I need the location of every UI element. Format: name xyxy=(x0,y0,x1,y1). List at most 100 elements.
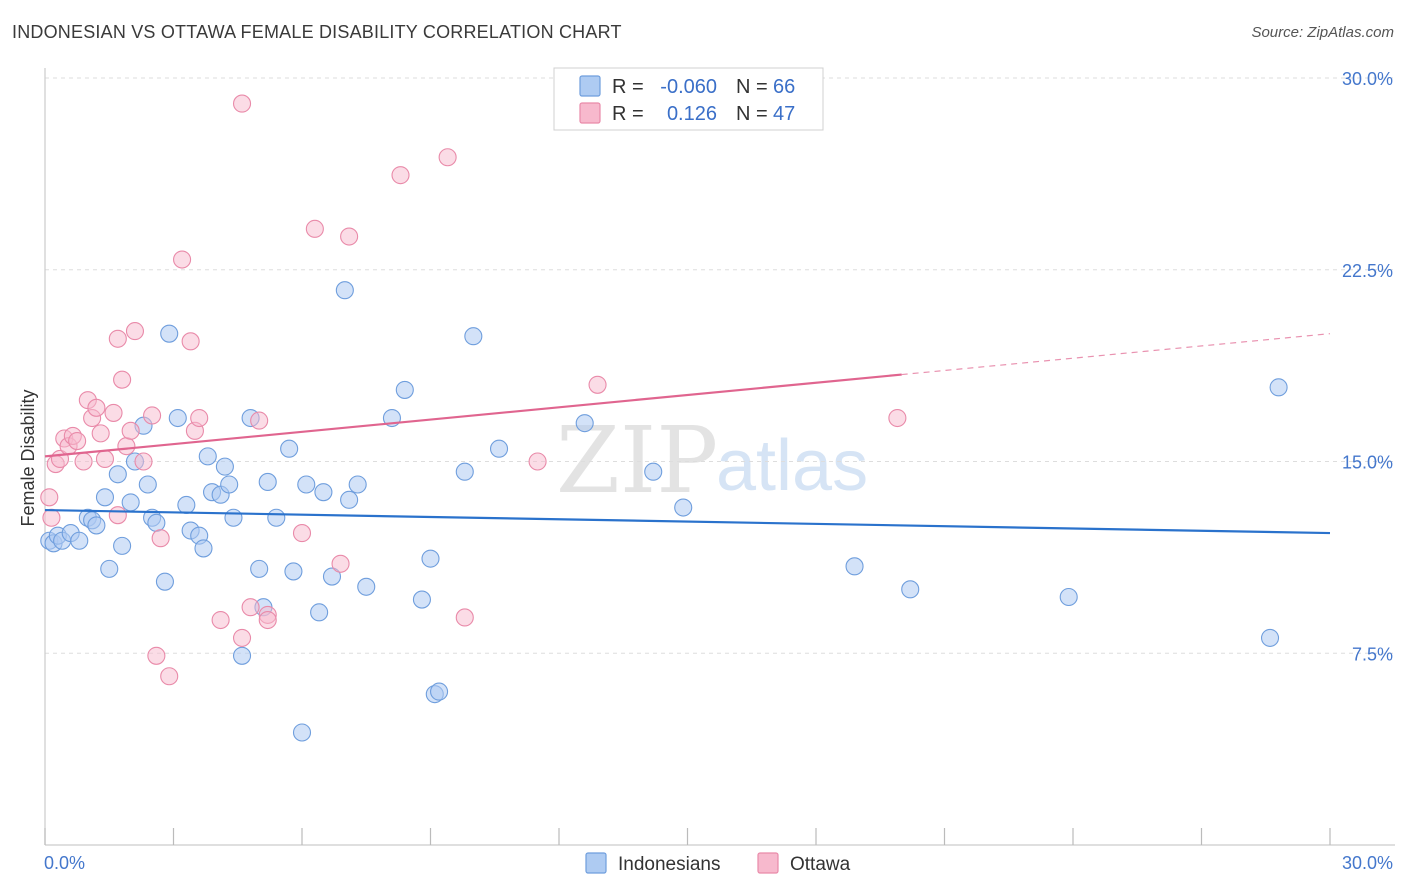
x-tick-label-0: 0.0% xyxy=(44,853,85,873)
indonesians-point xyxy=(430,682,449,701)
ottawa-point xyxy=(232,94,252,113)
indonesians-point xyxy=(121,493,140,512)
x-tick-label-1: 30.0% xyxy=(1342,853,1393,873)
ottawa-point xyxy=(91,424,110,443)
ottawa-trend-line xyxy=(44,373,902,458)
x-tick-labels: 0.0% 30.0% xyxy=(44,853,1393,873)
ottawa-point xyxy=(438,148,457,167)
indonesians-point xyxy=(70,531,89,550)
ottawa-point xyxy=(108,506,127,525)
y-tick-label-2: 22.5% xyxy=(1342,261,1393,281)
legend-r-label-1: R = xyxy=(612,76,644,98)
indonesians-point xyxy=(258,472,277,492)
indonesians-trend-line xyxy=(44,508,1331,535)
ottawa-point xyxy=(113,370,132,389)
y-axis-label: Female Disability xyxy=(18,389,38,526)
indonesians-point xyxy=(644,462,663,481)
indonesians-point xyxy=(280,439,299,458)
indonesians-point xyxy=(340,490,359,509)
y-tick-label-0: 7.5% xyxy=(1352,644,1393,664)
bottom-swatch-indonesians xyxy=(585,852,607,874)
ottawa-point xyxy=(588,375,607,394)
indonesians-point xyxy=(674,498,693,517)
indonesians-point xyxy=(113,536,132,555)
ottawa-point xyxy=(74,452,93,471)
indonesians-point xyxy=(87,516,106,535)
indonesians-point xyxy=(215,457,234,476)
indonesians-point xyxy=(267,508,286,527)
indonesians-point xyxy=(412,590,431,609)
watermark-atlas: atlas xyxy=(716,426,868,506)
ottawa-point xyxy=(331,554,350,573)
legend-r-value-2: 0.126 xyxy=(667,103,717,125)
indonesians-point xyxy=(220,475,239,494)
indonesians-point xyxy=(138,475,157,494)
legend-n-value-1: 66 xyxy=(773,76,795,98)
ottawa-point xyxy=(190,408,209,428)
grid-lines xyxy=(45,77,1395,654)
indonesians-point xyxy=(250,559,269,578)
legend-r-value-1: -0.060 xyxy=(660,76,717,98)
indonesians-point xyxy=(395,380,414,399)
indonesians-point xyxy=(95,488,115,507)
indonesians-point xyxy=(335,281,354,300)
ottawa-point xyxy=(391,166,410,185)
ottawa-point xyxy=(95,449,115,468)
axes xyxy=(44,68,1395,846)
indonesians-point xyxy=(155,572,174,591)
ottawa-point xyxy=(241,598,260,617)
indonesians-point xyxy=(421,549,440,568)
ottawa-point xyxy=(888,408,907,428)
ottawa-point xyxy=(108,329,127,348)
ottawa-point xyxy=(42,508,61,527)
indonesians-point xyxy=(177,495,196,515)
source-credit: Source: ZipAtlas.com xyxy=(1251,24,1394,41)
indonesians-point xyxy=(168,408,187,428)
series-legend: Indonesians Ottawa xyxy=(585,852,851,875)
indonesians-point xyxy=(357,577,376,596)
indonesians-point xyxy=(232,646,252,665)
ottawa-point xyxy=(151,529,170,548)
indonesians-point xyxy=(310,603,329,622)
legend-swatch-indonesians xyxy=(579,75,601,97)
indonesians-point xyxy=(284,562,303,581)
ottawa-trend-extension xyxy=(901,333,1331,376)
legend-n-value-2: 47 xyxy=(773,103,795,125)
y-tick-labels: 7.5% 15.0% 22.5% 30.0% xyxy=(1342,69,1393,664)
legend-n-label-1: N = xyxy=(736,76,768,98)
indonesians-point xyxy=(575,414,594,433)
ottawa-point xyxy=(125,322,144,341)
indonesians-point xyxy=(297,475,316,494)
ottawa-point xyxy=(40,488,59,507)
ottawa-point xyxy=(340,227,359,246)
correlation-legend: R = -0.060 N = 66 R = 0.126 N = 47 xyxy=(553,67,824,131)
indonesians-point xyxy=(147,513,166,532)
ottawa-point xyxy=(292,524,312,543)
ottawa-point xyxy=(134,452,153,471)
y-tick-label-3: 30.0% xyxy=(1342,69,1393,89)
ottawa-point xyxy=(173,250,192,269)
indonesians-point xyxy=(224,508,243,527)
ottawa-point xyxy=(104,403,123,422)
indonesians-point xyxy=(845,557,864,576)
ottawa-point xyxy=(305,219,324,238)
ottawa-point xyxy=(232,628,252,647)
ottawa-point xyxy=(181,332,200,351)
ottawa-point xyxy=(121,421,140,440)
indonesians-point xyxy=(455,462,474,481)
trend-lines xyxy=(44,333,1331,535)
ottawa-point xyxy=(211,610,230,630)
ottawa-point xyxy=(143,406,162,425)
ottawa-point xyxy=(528,452,547,471)
chart-title: INDONESIAN VS OTTAWA FEMALE DISABILITY C… xyxy=(12,22,622,42)
indonesians-point xyxy=(292,723,312,742)
indonesians-point xyxy=(464,327,483,346)
indonesians-point xyxy=(314,483,333,502)
indonesians-point xyxy=(160,324,179,343)
y-tick-label-1: 15.0% xyxy=(1342,453,1393,473)
indonesians-point xyxy=(1269,378,1288,397)
indonesians-point xyxy=(194,539,213,558)
ottawa-point xyxy=(147,646,166,665)
indonesians-point xyxy=(322,567,342,586)
